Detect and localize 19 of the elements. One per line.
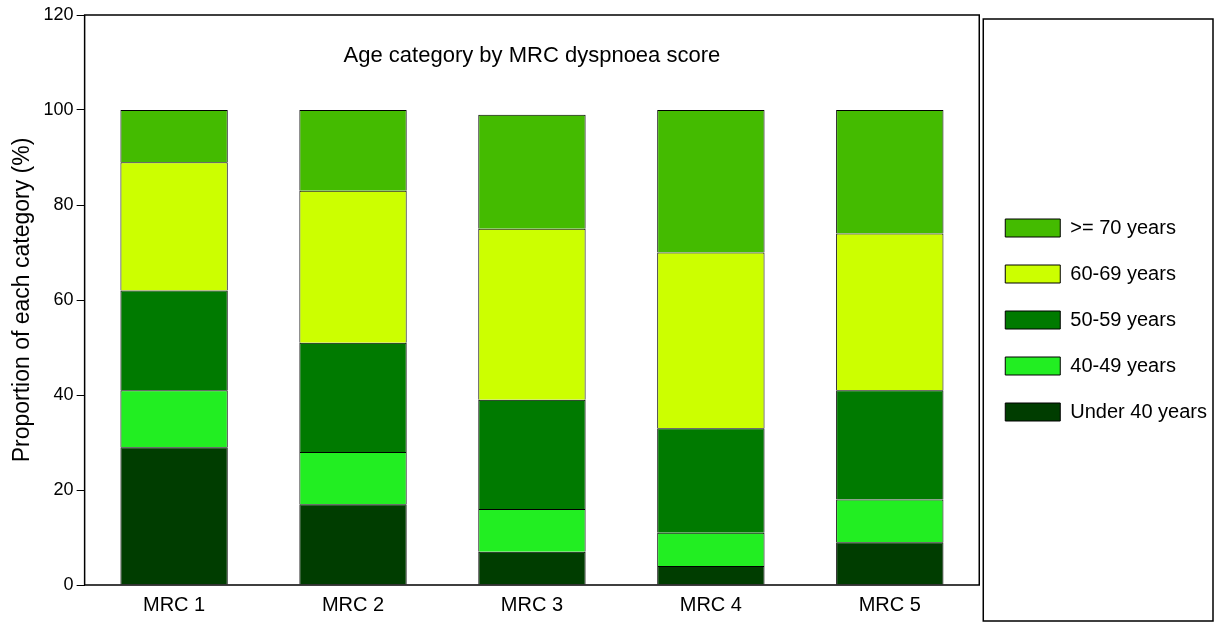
y-tick-label: 80	[53, 193, 74, 214]
legend-label: 50-59 years	[1070, 307, 1176, 330]
y-axis-title: Proportion of each category (%)	[8, 137, 35, 463]
legend-label: 60-69 years	[1070, 261, 1176, 284]
x-tick-label: MRC 2	[321, 592, 385, 615]
y-tick-label: 40	[53, 383, 74, 404]
x-tick-label: MRC 1	[142, 592, 206, 615]
y-tick-label: 100	[43, 98, 74, 119]
x-tick-label: MRC 4	[679, 592, 742, 615]
text: Age category by MRC dyspnoea score	[343, 42, 721, 68]
legend-label: Under 40 years	[1070, 399, 1208, 422]
y-tick-label: 0	[63, 573, 74, 594]
legend-label: 40-49 years	[1070, 353, 1176, 376]
x-tick-label: MRC 3	[500, 592, 564, 615]
y-tick-label: 20	[53, 478, 74, 499]
y-tick-label: 60	[53, 288, 74, 309]
legend-label: >= 70 years	[1070, 215, 1176, 238]
y-tick-label: 120	[43, 3, 74, 24]
x-tick-label: MRC 5	[858, 592, 921, 615]
